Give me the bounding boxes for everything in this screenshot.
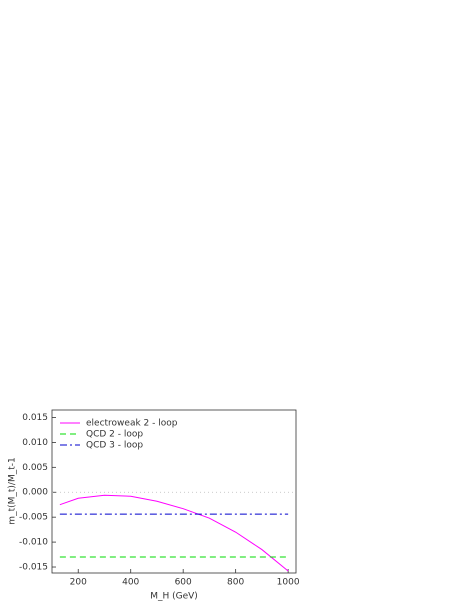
y-axis-label: m_t(M_t)/M_t-1	[8, 457, 18, 524]
plot-frame	[51, 409, 297, 574]
x-tick-label: 200	[70, 578, 87, 588]
x-tick-label: 400	[122, 578, 139, 588]
y-tick-label: 0.015	[22, 413, 48, 423]
legend-label: QCD 3 - loop	[86, 441, 143, 451]
y-tick-label: -0.015	[19, 563, 48, 573]
y-tick-label: -0.010	[19, 538, 48, 548]
x-tick-label: 1000	[277, 578, 300, 588]
legend-label: electroweak 2 - loop	[86, 419, 178, 429]
y-tick-label: -0.005	[19, 513, 48, 523]
y-tick-label: 0.010	[22, 438, 48, 448]
legend-label: QCD 2 - loop	[86, 430, 143, 440]
y-tick-label: 0.005	[22, 463, 48, 473]
x-axis-label: M_H (GeV)	[150, 592, 198, 602]
series-line	[59, 494, 289, 572]
x-tick-label: 800	[227, 578, 244, 588]
x-tick-label: 600	[175, 578, 192, 588]
y-tick-label: 0.000	[22, 488, 48, 498]
